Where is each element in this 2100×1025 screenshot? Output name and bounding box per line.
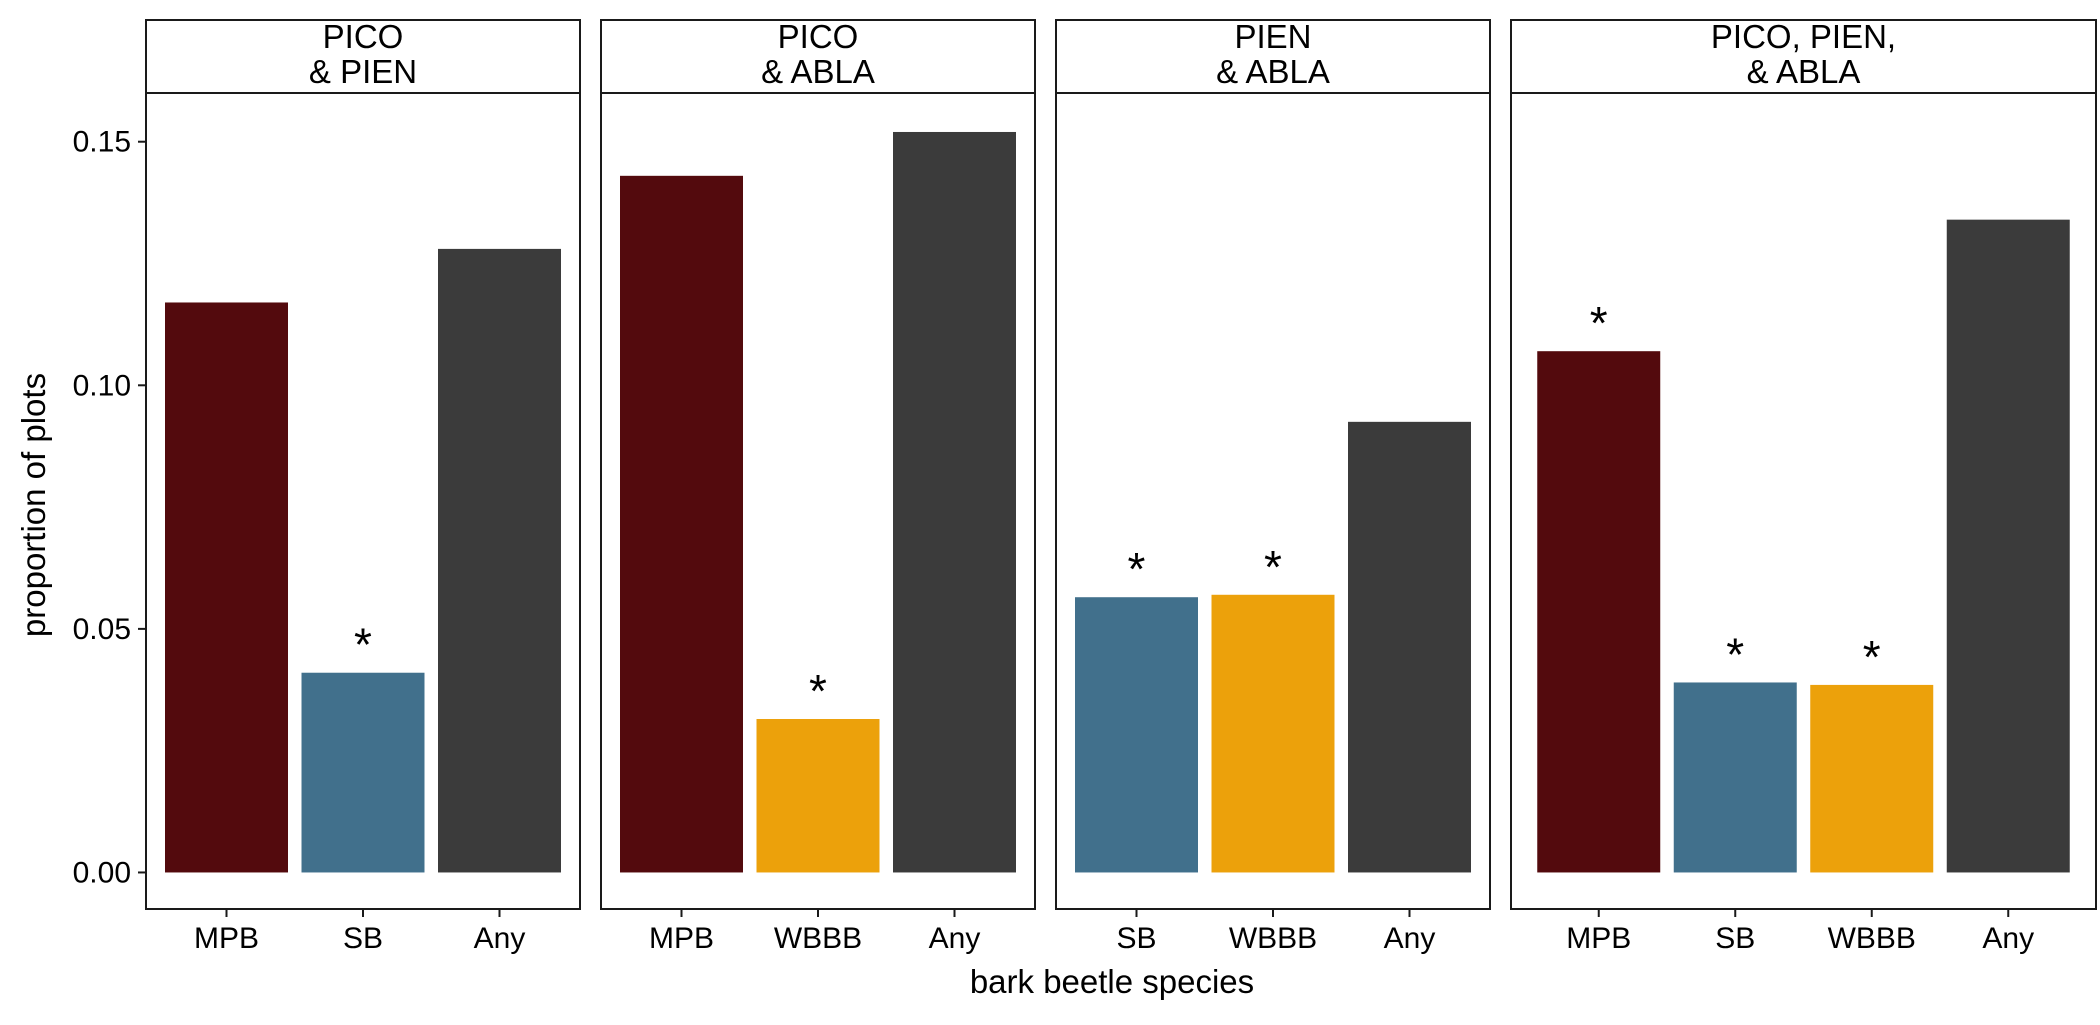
bar-mpb — [1537, 351, 1661, 873]
x-tick-label: Any — [474, 922, 526, 955]
x-tick-label: WBBB — [1828, 922, 1916, 955]
bar-any — [893, 131, 1016, 873]
bar-wbbb — [1810, 684, 1934, 873]
x-tick-label: Any — [1384, 922, 1436, 955]
facet-plot-frame — [1510, 92, 2097, 910]
facet-strip-label: PICO — [778, 18, 859, 55]
bar-wbbb — [1211, 594, 1335, 873]
y-tick-label: 0.10 — [73, 369, 131, 402]
facet-panel: PICO& ABLA MPB * WBBB Any — [600, 18, 1036, 955]
facet-strip-box — [600, 19, 1036, 94]
facet-strip-label: & ABLA — [761, 53, 875, 90]
x-tick-label: MPB — [649, 922, 714, 955]
x-tick-label: SB — [1116, 922, 1156, 955]
x-axis-title: bark beetle species — [970, 963, 1254, 1000]
x-tick-label: SB — [343, 922, 383, 955]
x-tick-label: WBBB — [774, 922, 862, 955]
bar-sb — [1673, 682, 1797, 873]
y-tick-label: 0.00 — [73, 856, 131, 889]
x-tick-label: SB — [1715, 922, 1755, 955]
facet-strip-label: & PIEN — [309, 53, 417, 90]
x-tick-label: MPB — [194, 922, 259, 955]
significance-asterisk: * — [1264, 541, 1282, 593]
significance-asterisk: * — [1726, 628, 1744, 680]
x-tick-label: Any — [929, 922, 981, 955]
bar-any — [1348, 421, 1471, 873]
y-tick-label: 0.05 — [73, 613, 131, 646]
bar-any — [1946, 219, 2070, 873]
significance-asterisk: * — [354, 619, 372, 671]
x-tick-label: MPB — [1566, 922, 1631, 955]
facet-strip-label: PICO, PIEN, — [1711, 18, 1896, 55]
bar-any — [438, 248, 561, 873]
significance-asterisk: * — [1128, 543, 1146, 595]
facet-panel: PIEN& ABLA * SB * WBBB Any — [1055, 18, 1491, 955]
bar-wbbb — [756, 719, 880, 873]
bar-mpb — [620, 175, 743, 873]
facet-strip-label: PIEN — [1234, 18, 1311, 55]
facet-strip-box — [145, 19, 581, 94]
facet-strip-label: & ABLA — [1216, 53, 1330, 90]
y-axis: 0.00 0.05 0.10 0.15 — [73, 126, 146, 889]
y-tick-label: 0.15 — [73, 126, 131, 159]
significance-asterisk: * — [809, 665, 827, 717]
x-tick-label: Any — [1982, 922, 2034, 955]
significance-asterisk: * — [1590, 297, 1608, 349]
significance-asterisk: * — [1863, 631, 1881, 683]
bar-mpb — [165, 302, 288, 873]
x-tick-label: WBBB — [1229, 922, 1317, 955]
facet-strip-label: PICO — [323, 18, 404, 55]
y-axis-title: proportion of plots — [15, 373, 52, 637]
facet-panel: PICO& PIEN MPB * SB Any — [145, 18, 581, 955]
facet-strip-label: & ABLA — [1747, 53, 1861, 90]
bar-sb — [301, 672, 425, 873]
bar-sb — [1075, 597, 1198, 873]
facet-panel: PICO, PIEN,& ABLA * MPB * SB * WBBB Any — [1510, 18, 2097, 955]
